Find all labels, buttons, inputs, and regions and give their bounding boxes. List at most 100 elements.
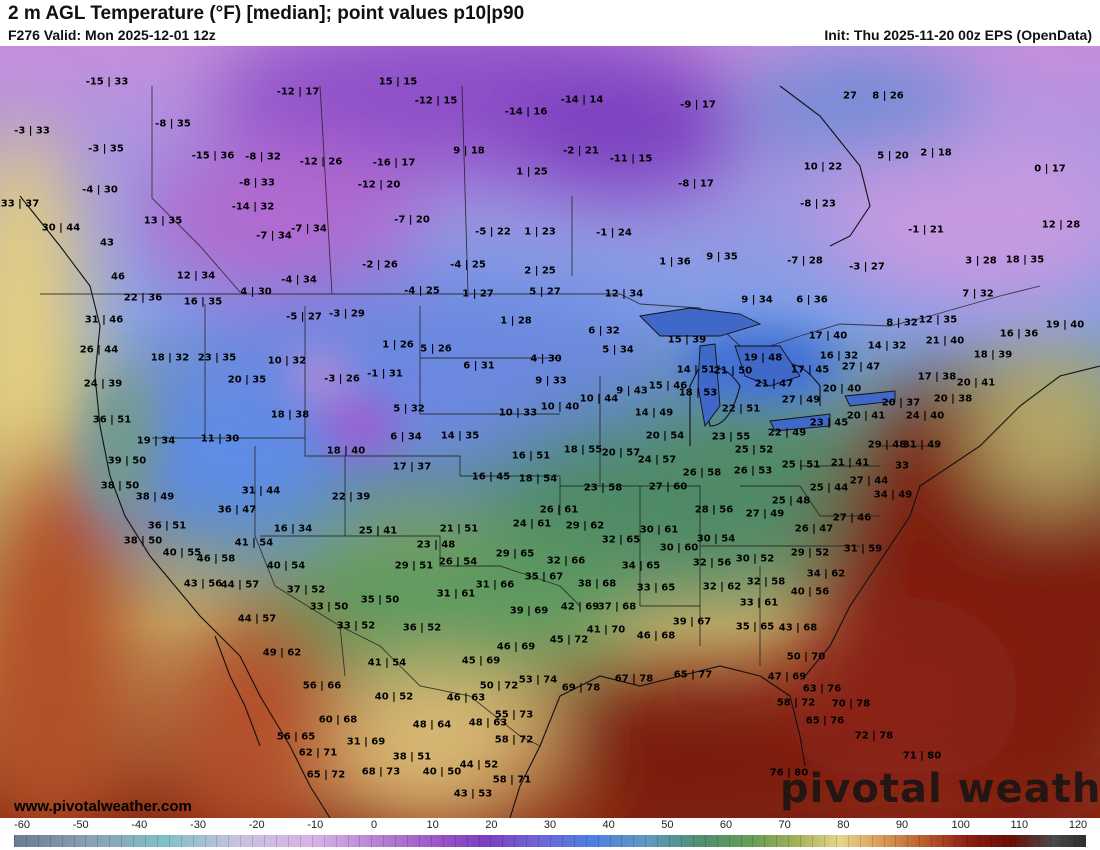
- point-value: 17 | 38: [917, 371, 957, 383]
- point-value: 17 | 45: [790, 364, 830, 376]
- point-value: 1 | 27: [462, 288, 494, 300]
- scale-tick: 50: [661, 819, 674, 831]
- point-value: 68 | 73: [361, 766, 401, 778]
- point-value: 14 | 49: [634, 407, 674, 419]
- point-value: 44 | 52: [459, 759, 499, 771]
- point-value: 76 | 80: [769, 767, 809, 779]
- point-value: 22 | 39: [331, 491, 371, 503]
- scale-tick: 120: [1068, 819, 1088, 831]
- point-value: 32 | 62: [702, 581, 742, 593]
- point-value: 38 | 50: [100, 480, 140, 492]
- scale-tick: -20: [248, 819, 265, 831]
- point-value: 34 | 62: [806, 568, 846, 580]
- point-value: 1 | 36: [659, 256, 691, 268]
- point-value: 37 | 68: [597, 601, 637, 613]
- scale-bar-segment: [883, 835, 885, 847]
- scale-tick-labels: -60 -50 -40 -30 -20 -10 0 10 20 30 40 50 60 70 80 90 100…: [0, 818, 1100, 834]
- point-value: -7 | 28: [787, 255, 823, 267]
- valid-time: F276 Valid: Mon 2025-12-01 12z: [8, 27, 216, 43]
- scale-bar-segment: [299, 835, 301, 847]
- point-value: 21 | 41: [830, 457, 870, 469]
- point-value: -1 | 21: [908, 224, 944, 236]
- point-value: 39 | 67: [672, 616, 712, 628]
- point-value: 22 | 51: [721, 403, 761, 415]
- scale-bar-segment: [192, 835, 194, 847]
- scale-bar-segment: [597, 835, 599, 847]
- scale-bar-segment: [740, 835, 742, 847]
- scale-tick: 80: [837, 819, 850, 831]
- point-value: 16 | 34: [273, 523, 313, 535]
- scale-tick: 100: [951, 819, 970, 831]
- point-value: -12 | 17: [276, 86, 320, 98]
- point-value: 23 | 58: [583, 482, 623, 494]
- scale-bar-segment: [204, 835, 206, 847]
- point-value: 41 | 54: [367, 657, 407, 669]
- point-value: 18 | 38: [270, 409, 310, 421]
- point-value: 26 | 58: [682, 467, 722, 479]
- point-value: 30 | 54: [696, 533, 736, 545]
- scale-bar-segment: [49, 835, 51, 847]
- temperature-map[interactable]: -15 | 33 -12 | 17 15 | 15 -12 | 15 -14 | 14-…: [0, 46, 1100, 818]
- point-value: 16 | 32: [819, 350, 859, 362]
- point-value: 14 | 32: [867, 340, 907, 352]
- point-value: 31 | 69: [346, 736, 386, 748]
- point-value: 24 | 39: [83, 378, 123, 390]
- point-value: 40 | 56: [790, 586, 830, 598]
- point-value: 25 | 52: [734, 444, 774, 456]
- scale-tick: -50: [72, 819, 89, 831]
- point-value: -8 | 35: [155, 118, 191, 130]
- point-value: 43: [100, 237, 114, 249]
- point-value: 15 | 15: [378, 76, 418, 88]
- point-value: -8 | 17: [678, 178, 714, 190]
- point-value: 37 | 52: [286, 584, 326, 596]
- scale-bar-segment: [966, 835, 968, 847]
- point-value: 10 | 32: [267, 355, 307, 367]
- point-value: -16 | 17: [372, 157, 416, 169]
- point-value: 12 | 28: [1041, 219, 1081, 231]
- point-value: 41 | 70: [586, 624, 626, 636]
- point-value: 16 | 36: [999, 328, 1039, 340]
- point-value: 58 | 72: [776, 697, 816, 709]
- scale-bar-segment: [454, 835, 456, 847]
- scale-bar-segment: [990, 835, 992, 847]
- point-value: 7 | 32: [962, 288, 994, 300]
- init-time: Init: Thu 2025-11-20 00z EPS (OpenData): [824, 27, 1092, 43]
- scale-bar-segment: [609, 835, 611, 847]
- scale-bar-segment: [943, 835, 945, 847]
- point-value: 36 | 47: [217, 504, 257, 516]
- point-value: 27 | 47: [841, 361, 881, 373]
- point-value: 27 | 49: [745, 508, 785, 520]
- scale-tick: -30: [190, 819, 206, 831]
- point-value: 33: [895, 460, 909, 472]
- point-value: 3 | 28: [965, 255, 997, 267]
- point-value: -4 | 30: [82, 184, 118, 196]
- point-value: -3 | 35: [88, 143, 124, 155]
- scale-bar-segment: [264, 835, 266, 847]
- scale-bar: [14, 835, 1086, 847]
- scale-bar-segment: [764, 835, 766, 847]
- scale-bar-segment: [526, 835, 528, 847]
- point-value: 4 | 30: [530, 353, 562, 365]
- scale-bar-segment: [478, 835, 480, 847]
- scale-bar-segment: [109, 835, 111, 847]
- point-value: 23 | 35: [197, 352, 237, 364]
- point-value: 6 | 32: [588, 325, 620, 337]
- point-value: 5 | 20: [877, 150, 909, 162]
- point-value: 65 | 76: [805, 715, 845, 727]
- point-value: 9 | 34: [741, 294, 773, 306]
- point-value: -12 | 15: [414, 95, 458, 107]
- point-value: -7 | 34: [256, 230, 292, 242]
- point-value: 63 | 76: [802, 683, 842, 695]
- point-value: 33 | 37: [0, 198, 40, 210]
- point-value: 20 | 35: [227, 374, 267, 386]
- scale-bar-segment: [573, 835, 575, 847]
- point-value: 9 | 18: [453, 145, 485, 157]
- point-value: 32 | 58: [746, 576, 786, 588]
- scale-tick: -60: [14, 819, 30, 831]
- point-value: 30 | 61: [639, 524, 679, 536]
- scale-bar-segment: [430, 835, 432, 847]
- scale-bar-segment: [633, 835, 635, 847]
- point-value: 10 | 33: [498, 407, 538, 419]
- scale-bar-segment: [907, 835, 909, 847]
- point-value: 45 | 72: [549, 634, 589, 646]
